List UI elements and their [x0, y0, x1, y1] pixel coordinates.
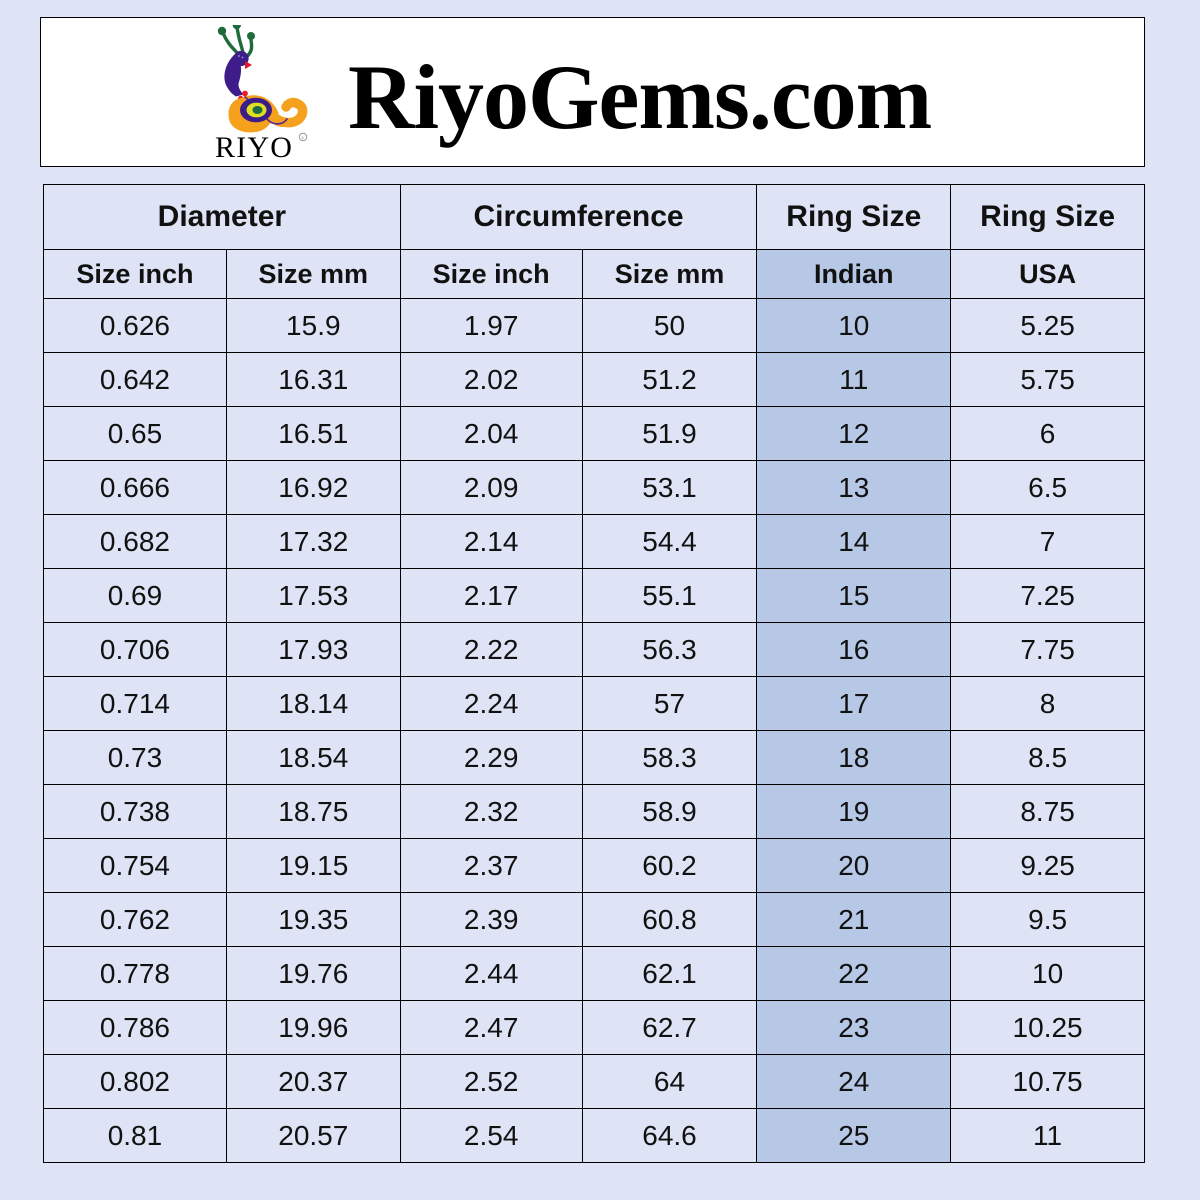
svg-text:®: ® — [301, 135, 305, 140]
svg-text:RIYO: RIYO — [215, 131, 293, 164]
